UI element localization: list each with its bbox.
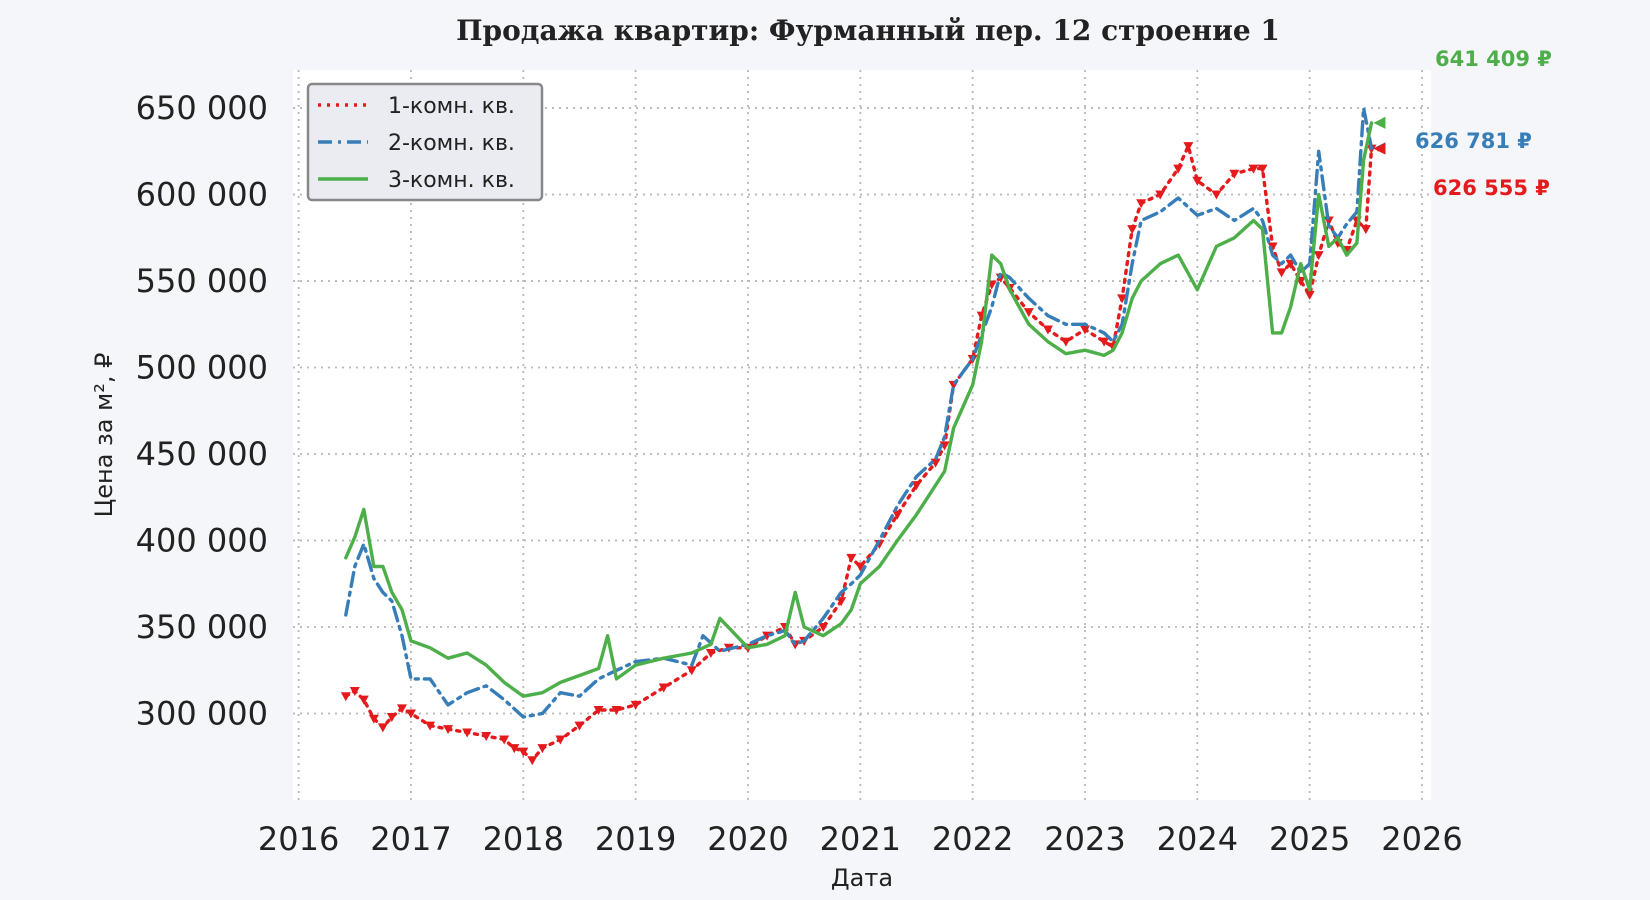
series-marker (1099, 337, 1110, 347)
callout-arrowhead (1373, 116, 1386, 129)
x-tick-label: 2017 (370, 820, 451, 858)
series-marker (1117, 294, 1128, 304)
x-tick-label: 2025 (1269, 820, 1350, 858)
series-marker (537, 744, 548, 754)
series-line-2k (344, 106, 1374, 719)
series-marker (499, 735, 510, 745)
callout-label: 641 409 ₽ (1435, 47, 1552, 71)
series-marker (1042, 325, 1053, 335)
value-callouts: 641 409 ₽ 626 781 ₽ 626 555 ₽ (1373, 47, 1552, 200)
series-marker (1079, 325, 1090, 335)
series-marker (593, 706, 604, 716)
series-marker (396, 704, 407, 714)
series-marker (1060, 337, 1071, 347)
x-tick-label: 2021 (820, 820, 901, 858)
series-marker (340, 692, 351, 702)
series-marker (1276, 268, 1287, 278)
series-marker (1127, 225, 1138, 235)
series-line-1k (344, 144, 1374, 762)
axis-ticks: 2016 2017 2018 2019 2020 2021 2022 2023 2024 2025… (136, 89, 1463, 858)
series-marker (1313, 251, 1324, 261)
series-marker (1248, 164, 1259, 174)
series-lines (340, 106, 1377, 766)
series-marker (846, 553, 857, 563)
series-marker (358, 695, 369, 705)
series-marker (368, 714, 379, 724)
series-marker (855, 562, 866, 572)
series-marker (911, 481, 922, 491)
series-marker (481, 731, 492, 741)
x-tick-label: 2016 (258, 820, 339, 858)
series-marker (1267, 242, 1278, 252)
y-tick-label: 600 000 (136, 176, 268, 214)
series-marker (1304, 290, 1315, 300)
x-axis-label: Дата (831, 864, 893, 892)
y-axis-label: Цена за м², ₽ (90, 353, 118, 518)
y-tick-label: 400 000 (136, 522, 268, 560)
callout-arrowhead (1373, 142, 1386, 155)
y-tick-label: 350 000 (136, 608, 268, 646)
callout-label: 626 555 ₽ (1433, 176, 1550, 200)
x-tick-label: 2023 (1044, 820, 1125, 858)
series-marker (1136, 199, 1147, 209)
series-marker (518, 747, 529, 757)
series-marker (611, 706, 622, 716)
series-marker (892, 510, 903, 520)
series-marker (443, 725, 454, 735)
series-marker (1211, 190, 1222, 200)
x-tick-label: 2022 (932, 820, 1013, 858)
y-tick-label: 300 000 (136, 695, 268, 733)
series-marker (1155, 190, 1166, 200)
y-tick-label: 500 000 (136, 349, 268, 387)
x-tick-label: 2020 (707, 820, 788, 858)
series-marker (836, 597, 847, 607)
series-marker (527, 756, 538, 766)
y-tick-label: 550 000 (136, 262, 268, 300)
series-marker (462, 728, 473, 738)
series-marker (1360, 225, 1371, 235)
series-line-3k (344, 121, 1374, 698)
legend-label: 1-комн. кв. (388, 94, 515, 119)
y-tick-label: 650 000 (136, 89, 268, 127)
callout-label: 626 781 ₽ (1415, 129, 1532, 153)
series-marker (555, 735, 566, 745)
y-tick-label: 450 000 (136, 435, 268, 473)
series-marker (405, 709, 416, 719)
series-marker (1257, 164, 1268, 174)
x-tick-label: 2026 (1381, 820, 1462, 858)
legend-label: 2-комн. кв. (388, 131, 515, 156)
legend: 1-комн. кв. 2-комн. кв. 3-комн. кв. (306, 82, 544, 202)
x-tick-label: 2018 (483, 820, 564, 858)
chart-title: Продажа квартир: Фурманный пер. 12 строе… (456, 14, 1280, 47)
series-marker (658, 683, 669, 693)
legend-label: 3-комн. кв. (388, 168, 515, 193)
series-marker (939, 441, 950, 451)
series-marker (630, 700, 641, 710)
series-marker (930, 458, 941, 468)
series-marker (1192, 176, 1203, 186)
series-marker (1183, 142, 1194, 152)
series-marker (377, 723, 388, 733)
series-marker (1023, 308, 1034, 318)
x-tick-label: 2024 (1157, 820, 1238, 858)
series-marker (425, 721, 436, 731)
series-marker (386, 712, 397, 722)
x-tick-label: 2019 (595, 820, 676, 858)
legend-box (306, 82, 544, 202)
series-marker (509, 744, 520, 754)
series-marker (686, 666, 697, 676)
series-marker (574, 721, 585, 731)
series-marker (1229, 169, 1240, 179)
series-marker (818, 623, 829, 633)
series-marker (705, 648, 716, 658)
series-marker (1173, 164, 1184, 174)
series-marker (349, 687, 360, 697)
